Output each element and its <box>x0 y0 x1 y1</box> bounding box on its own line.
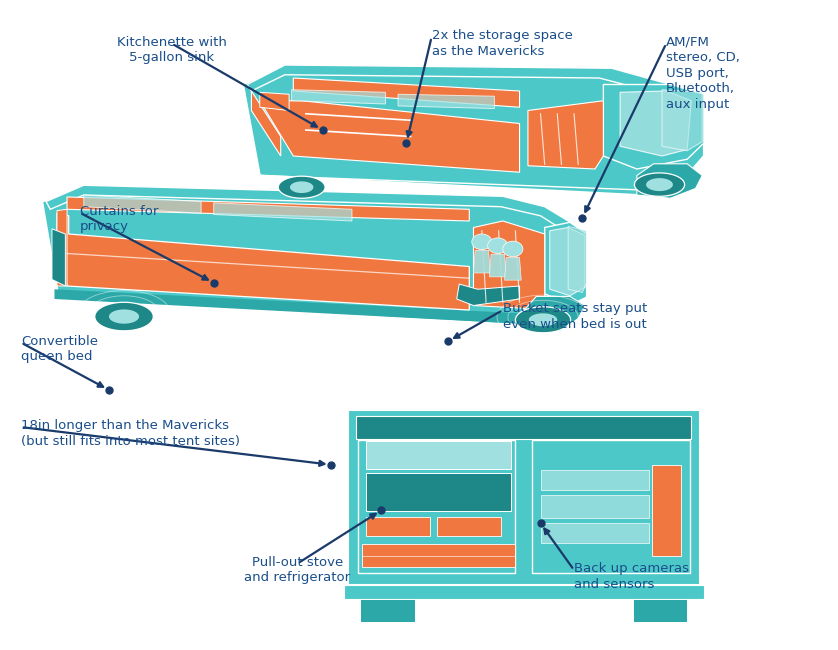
Polygon shape <box>278 176 325 198</box>
Polygon shape <box>545 222 587 306</box>
Polygon shape <box>541 495 649 518</box>
Polygon shape <box>360 599 415 622</box>
Polygon shape <box>290 181 313 193</box>
Polygon shape <box>292 90 385 104</box>
Polygon shape <box>260 101 520 172</box>
Polygon shape <box>214 203 352 221</box>
Polygon shape <box>637 164 702 198</box>
Polygon shape <box>57 209 67 286</box>
Polygon shape <box>251 91 281 156</box>
Polygon shape <box>528 101 603 169</box>
Polygon shape <box>646 178 673 191</box>
Polygon shape <box>662 90 702 151</box>
Polygon shape <box>532 440 690 573</box>
Circle shape <box>488 238 508 254</box>
Polygon shape <box>366 473 511 512</box>
Polygon shape <box>356 416 691 439</box>
Text: AM/FM
stereo, CD,
USB port,
Bluetooth,
aux input: AM/FM stereo, CD, USB port, Bluetooth, a… <box>666 36 740 111</box>
Polygon shape <box>633 599 687 622</box>
Polygon shape <box>515 307 571 333</box>
Text: Kitchenette with
5-gallon sink: Kitchenette with 5-gallon sink <box>116 36 227 64</box>
Polygon shape <box>54 289 520 324</box>
Polygon shape <box>520 296 585 332</box>
Text: Pull-out stove
and refrigerator: Pull-out stove and refrigerator <box>245 556 350 584</box>
Polygon shape <box>52 229 65 286</box>
Polygon shape <box>247 65 704 117</box>
Text: 2x the storage space
as the Mavericks: 2x the storage space as the Mavericks <box>432 29 572 58</box>
Polygon shape <box>634 173 685 196</box>
Text: 18in longer than the Mavericks
(but still fits into most tent sites): 18in longer than the Mavericks (but stil… <box>21 419 240 448</box>
Circle shape <box>472 234 492 250</box>
Polygon shape <box>243 65 704 195</box>
Polygon shape <box>652 465 681 556</box>
Polygon shape <box>46 185 587 244</box>
Text: Convertible
queen bed: Convertible queen bed <box>21 335 98 363</box>
Polygon shape <box>473 221 545 309</box>
Polygon shape <box>57 213 469 310</box>
Polygon shape <box>95 302 153 331</box>
Polygon shape <box>550 227 585 296</box>
Polygon shape <box>67 197 469 221</box>
Text: Curtains for
privacy: Curtains for privacy <box>80 205 158 233</box>
Polygon shape <box>473 250 490 273</box>
Polygon shape <box>84 195 201 213</box>
Polygon shape <box>398 94 494 109</box>
Text: Back up cameras
and sensors: Back up cameras and sensors <box>574 562 689 591</box>
Circle shape <box>503 241 523 257</box>
Polygon shape <box>541 523 649 543</box>
Polygon shape <box>437 517 501 536</box>
Text: Bucket seats stay put
even when bed is out: Bucket seats stay put even when bed is o… <box>503 302 647 331</box>
Polygon shape <box>344 585 704 599</box>
Polygon shape <box>568 226 587 292</box>
Polygon shape <box>293 78 520 107</box>
Polygon shape <box>42 185 587 325</box>
Polygon shape <box>529 313 557 326</box>
Polygon shape <box>504 257 521 280</box>
Polygon shape <box>348 410 700 585</box>
Polygon shape <box>366 441 511 469</box>
Polygon shape <box>457 284 520 306</box>
Polygon shape <box>366 517 431 536</box>
Polygon shape <box>489 254 506 277</box>
Polygon shape <box>541 470 649 490</box>
Polygon shape <box>620 91 691 156</box>
Polygon shape <box>362 544 515 567</box>
Polygon shape <box>260 92 289 111</box>
Polygon shape <box>109 309 139 324</box>
Polygon shape <box>603 84 704 169</box>
Polygon shape <box>358 440 515 573</box>
